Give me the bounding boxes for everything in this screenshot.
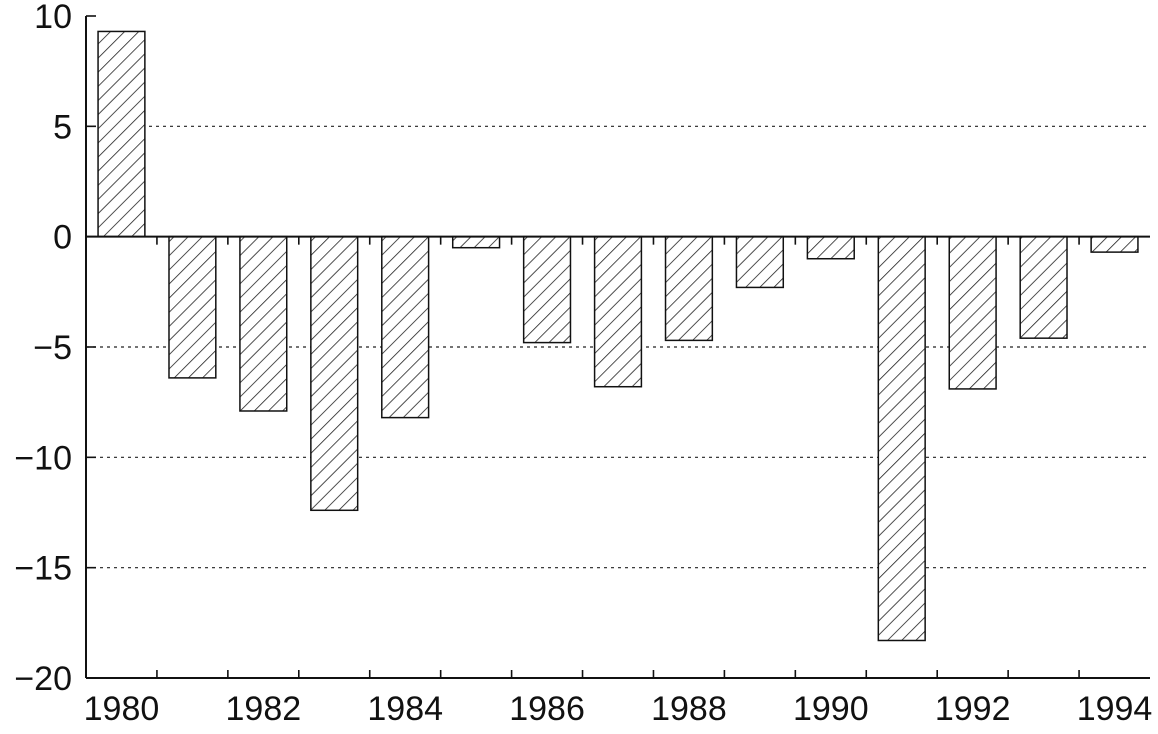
y-tick-label: 0: [53, 219, 72, 257]
bar-1981: [168, 235, 217, 379]
bar-1986: [522, 235, 572, 344]
x-tick-label: 1994: [1077, 690, 1153, 728]
bars: [97, 30, 1139, 642]
bar-1994: [1090, 235, 1139, 253]
y-tick-label: −10: [14, 439, 72, 477]
y-tick-label: −15: [14, 550, 72, 588]
x-tick-label: 1992: [935, 690, 1011, 728]
bar-1993: [1019, 235, 1068, 339]
axes: [85, 15, 1150, 679]
tick-labels: 10 5 0 −5 −10 −15 −20 1980 1982 1984 1986 1988 1990 1…: [14, 0, 1152, 728]
bar-1987: [593, 235, 643, 388]
y-tick-label: 5: [53, 108, 72, 146]
y-tick-label: −5: [33, 329, 72, 367]
y-tick-label: 10: [34, 0, 72, 36]
bar-1988: [664, 235, 714, 342]
x-tick-label: 1988: [651, 690, 727, 728]
x-tick-label: 1990: [793, 690, 869, 728]
x-tick-label: 1980: [84, 690, 160, 728]
bar-1989: [735, 235, 785, 289]
bar-1985: [451, 235, 501, 249]
bar-1992: [948, 235, 997, 390]
bar-1980: [97, 30, 146, 238]
bar-1991: [877, 235, 926, 642]
bar-1984: [381, 235, 430, 419]
x-tick-label: 1982: [226, 690, 302, 728]
bar-1990: [806, 235, 855, 260]
x-tick-label: 1984: [367, 690, 443, 728]
x-tick-label: 1986: [509, 690, 585, 728]
bar-1982: [239, 235, 288, 412]
y-tick-label: −20: [14, 660, 72, 698]
bar-1983: [310, 235, 359, 512]
